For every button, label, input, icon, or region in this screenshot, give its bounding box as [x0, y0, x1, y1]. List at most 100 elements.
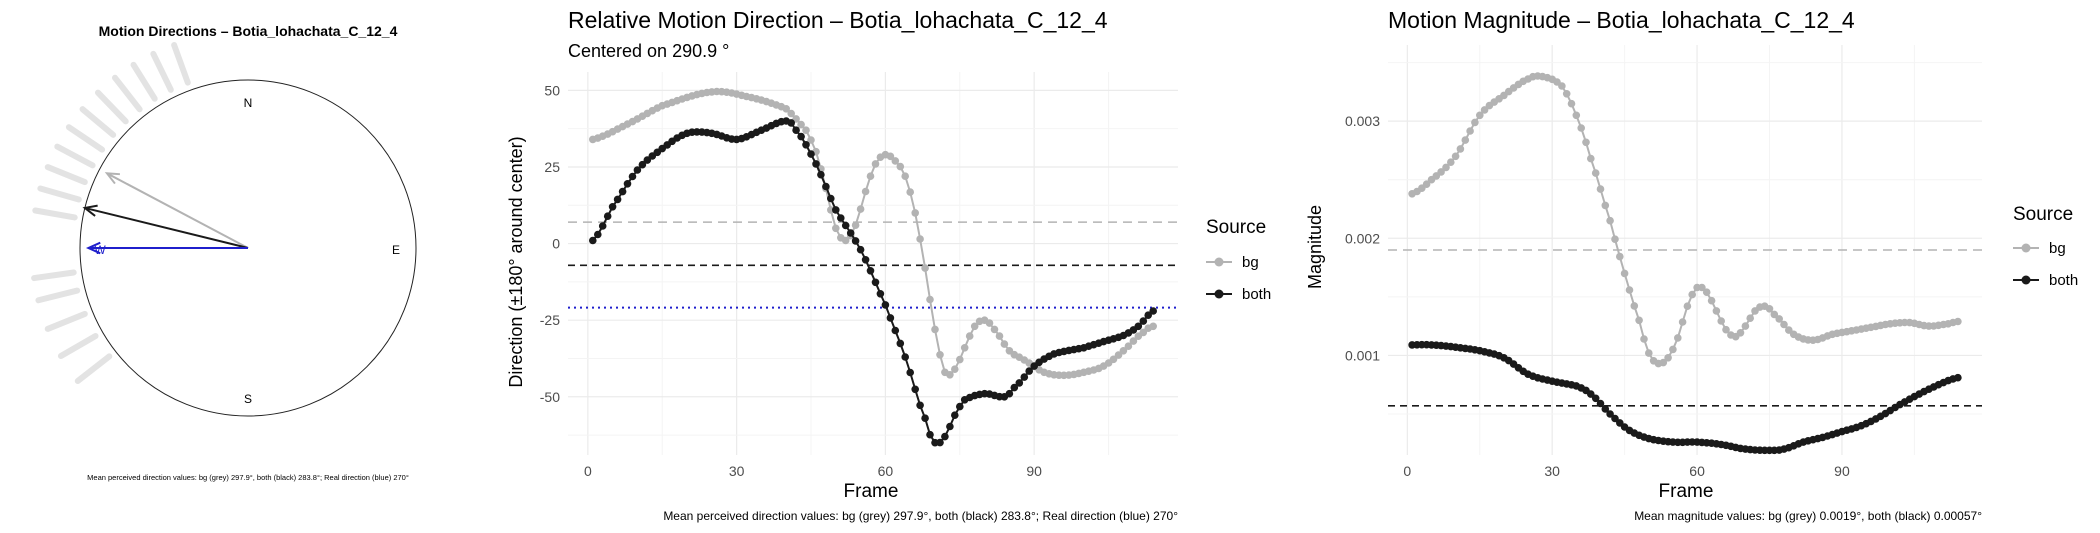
legend-label-both: both — [1242, 286, 1271, 303]
point-both — [1139, 317, 1148, 325]
point-both — [876, 290, 885, 298]
point-bg — [1736, 329, 1745, 337]
point-both — [911, 385, 919, 394]
point-bg — [1000, 340, 1009, 348]
point-both — [1144, 311, 1152, 320]
magnitude-legend-title: Source — [2013, 204, 2073, 225]
point-both — [807, 150, 815, 158]
compass-arrowhead-bg — [104, 172, 120, 185]
point-both — [623, 180, 632, 188]
point-bg — [916, 235, 924, 243]
point-both — [817, 170, 825, 179]
compass-arrow-bg — [106, 172, 249, 249]
point-bg — [1591, 169, 1600, 177]
point-bg — [1442, 163, 1450, 172]
point-bg — [1562, 90, 1571, 98]
point-bg — [1698, 283, 1706, 292]
point-bg — [886, 152, 895, 161]
compass-label-w: W — [94, 243, 106, 257]
point-both — [618, 187, 627, 196]
point-bg — [861, 187, 870, 196]
legend-point-both — [1214, 289, 1224, 299]
point-both — [643, 156, 652, 164]
point-bg — [995, 332, 1004, 340]
point-bg — [1149, 322, 1157, 331]
compass-title: Motion Directions – Botia_lohachata_C_12… — [99, 23, 398, 39]
compass-ray — [65, 124, 106, 153]
magnitude-ylabel: Magnitude — [1305, 205, 1325, 289]
point-bg — [970, 322, 979, 331]
compass-ray — [35, 287, 81, 304]
point-bg — [1780, 320, 1788, 329]
compass-panel: Motion Directions – Botia_lohachata_C_12… — [31, 23, 417, 482]
point-bg — [1601, 201, 1610, 210]
point-bg — [891, 157, 900, 165]
compass-ray — [94, 89, 129, 125]
legend-point-bg — [1214, 257, 1224, 267]
point-bg — [1625, 286, 1634, 294]
point-both — [1134, 322, 1143, 331]
point-bg — [1746, 314, 1754, 323]
direction-legend-title: Source — [1206, 217, 1266, 238]
point-both — [792, 126, 800, 134]
x-tick-label: 60 — [878, 463, 894, 479]
point-both — [956, 402, 964, 411]
point-bg — [1664, 354, 1672, 362]
direction-series — [589, 87, 1157, 447]
compass-circle — [79, 79, 417, 417]
point-both — [1149, 307, 1157, 315]
point-both — [946, 422, 954, 431]
point-both — [827, 194, 835, 203]
compass-ray — [74, 353, 113, 384]
point-bg — [1775, 315, 1783, 323]
direction-grid — [568, 72, 1178, 455]
point-bg — [1109, 355, 1118, 364]
y-tick-label: 0.002 — [1345, 230, 1380, 246]
point-both — [832, 206, 840, 214]
point-bg — [1124, 342, 1133, 351]
point-bg — [896, 162, 905, 171]
point-bg — [871, 160, 880, 168]
point-both — [603, 212, 612, 220]
point-both — [589, 236, 597, 245]
point-bg — [1572, 111, 1581, 120]
y-tick-label: 0.001 — [1345, 347, 1380, 363]
compass-ray — [54, 143, 96, 169]
point-both — [613, 195, 622, 204]
point-both — [797, 132, 805, 141]
point-both — [921, 414, 929, 423]
magnitude-title: Motion Magnitude – Botia_lohachata_C_12_… — [1388, 7, 1855, 33]
point-bg — [1702, 288, 1711, 297]
y-tick-label: 0.003 — [1345, 113, 1380, 129]
magnitude-legend: bg both — [2013, 240, 2078, 289]
point-both — [881, 301, 890, 309]
point-bg — [787, 109, 795, 118]
point-both — [871, 278, 880, 287]
point-bg — [965, 332, 974, 340]
point-both — [951, 411, 959, 420]
y-tick-label: 50 — [544, 82, 560, 98]
compass-ray — [44, 310, 88, 332]
legend-label-both: both — [2049, 272, 2078, 289]
point-both — [856, 245, 865, 254]
point-bg — [951, 365, 959, 374]
point-bg — [1596, 185, 1605, 193]
magnitude-hlines — [1388, 249, 1982, 407]
point-bg — [1645, 349, 1653, 357]
point-both — [822, 182, 830, 191]
compass-label-n: N — [244, 96, 253, 110]
point-bg — [1476, 111, 1484, 120]
direction-hlines — [568, 221, 1178, 309]
point-bg — [990, 325, 999, 334]
point-bg — [832, 224, 840, 233]
point-both — [886, 314, 895, 322]
x-tick-label: 90 — [1026, 463, 1042, 479]
point-both — [787, 119, 795, 127]
point-both — [926, 430, 934, 439]
point-bg — [1620, 269, 1629, 278]
point-bg — [936, 351, 944, 359]
point-bg — [1582, 138, 1590, 147]
compass-ray — [31, 269, 77, 282]
compass-caption: Mean perceived direction values: bg (gre… — [87, 473, 409, 482]
point-both — [891, 326, 900, 335]
